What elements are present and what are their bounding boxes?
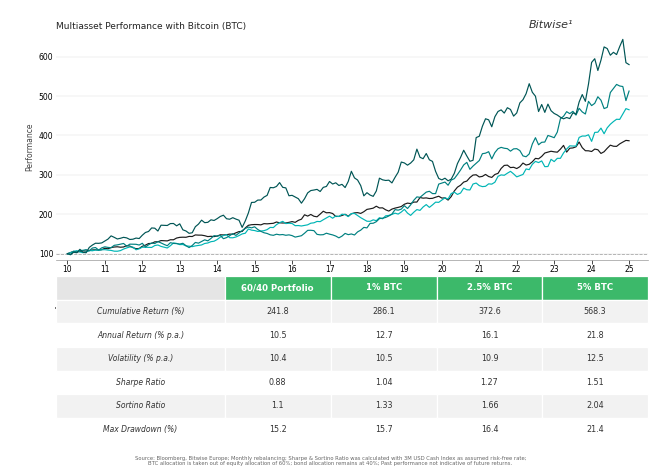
Text: Annual Return (% p.a.): Annual Return (% p.a.) — [97, 330, 184, 340]
Text: 12.5: 12.5 — [586, 354, 604, 363]
Text: 286.1: 286.1 — [372, 307, 395, 316]
Text: Sharpe Ratio: Sharpe Ratio — [116, 378, 165, 387]
Text: 16.1: 16.1 — [481, 330, 498, 340]
Text: 1.51: 1.51 — [586, 378, 604, 387]
Text: 15.7: 15.7 — [375, 425, 393, 434]
Text: 10.5: 10.5 — [375, 354, 393, 363]
Text: 2.5% BTC: 2.5% BTC — [467, 283, 512, 293]
Text: Source: Bloomberg, Bitwise Europe; Monthly rebalancing; Sharpe & Sortino Ratio w: Source: Bloomberg, Bitwise Europe; Month… — [135, 455, 526, 466]
Text: 0.88: 0.88 — [269, 378, 286, 387]
Y-axis label: Performance: Performance — [26, 122, 34, 170]
Text: Multiasset Performance with Bitcoin (BTC): Multiasset Performance with Bitcoin (BTC… — [56, 22, 247, 31]
Text: Max Drawdown (%): Max Drawdown (%) — [103, 425, 178, 434]
Text: 10.4: 10.4 — [269, 354, 286, 363]
Legend: 60/40, 1% BTC, 2.5% BTC, 5% BTC: 60/40, 1% BTC, 2.5% BTC, 5% BTC — [54, 300, 273, 315]
Text: 10.9: 10.9 — [481, 354, 498, 363]
Text: 12.7: 12.7 — [375, 330, 393, 340]
Text: 241.8: 241.8 — [266, 307, 289, 316]
Text: 1.27: 1.27 — [481, 378, 498, 387]
Text: 1.1: 1.1 — [272, 401, 284, 411]
Text: Cumulative Return (%): Cumulative Return (%) — [97, 307, 184, 316]
Text: 568.3: 568.3 — [584, 307, 606, 316]
Text: 372.6: 372.6 — [478, 307, 501, 316]
Text: 10.5: 10.5 — [269, 330, 287, 340]
Text: 21.4: 21.4 — [586, 425, 604, 434]
Text: 60/40 Portfolio: 60/40 Portfolio — [241, 283, 314, 293]
Text: 21.8: 21.8 — [586, 330, 604, 340]
Text: 1.04: 1.04 — [375, 378, 393, 387]
Text: 16.4: 16.4 — [481, 425, 498, 434]
Text: 15.2: 15.2 — [269, 425, 287, 434]
Text: Bitwise¹: Bitwise¹ — [529, 20, 573, 30]
Text: 5% BTC: 5% BTC — [577, 283, 613, 293]
Text: Sortino Ratio: Sortino Ratio — [116, 401, 165, 411]
Text: 1.33: 1.33 — [375, 401, 393, 411]
Text: Volatility (% p.a.): Volatility (% p.a.) — [108, 354, 173, 363]
Text: 1.66: 1.66 — [481, 401, 498, 411]
Text: 2.04: 2.04 — [586, 401, 604, 411]
Text: 1% BTC: 1% BTC — [366, 283, 402, 293]
